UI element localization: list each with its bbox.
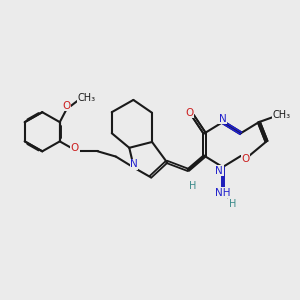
Text: H: H [229,199,236,209]
Text: O: O [62,101,70,111]
Text: N: N [219,114,226,124]
Text: H: H [189,181,197,191]
Text: O: O [241,154,250,164]
Text: O: O [71,143,79,153]
Text: CH₃: CH₃ [273,110,291,120]
Text: NH: NH [215,188,230,198]
Text: CH₃: CH₃ [77,93,95,103]
Text: O: O [185,108,194,118]
Text: N: N [130,159,138,169]
Text: N: N [215,166,223,176]
